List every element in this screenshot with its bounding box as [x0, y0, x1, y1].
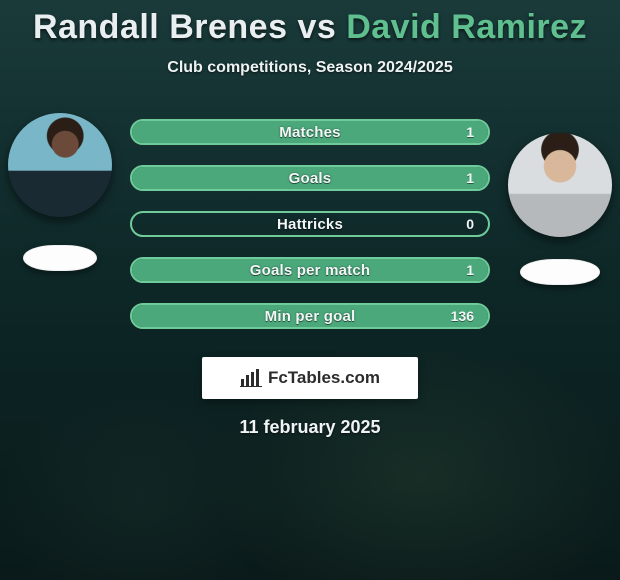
stat-bar: Min per goal 136 — [130, 303, 490, 329]
player-left-column — [8, 113, 112, 271]
stat-value-right: 1 — [466, 124, 474, 140]
logo-box: FcTables.com — [202, 357, 418, 399]
stat-value-right: 1 — [466, 262, 474, 278]
player-right-column — [508, 133, 612, 285]
stat-label: Min per goal — [265, 308, 356, 325]
title-player1: Randall Brenes — [33, 8, 288, 46]
comparison-card: Randall Brenes vs David Ramirez Club com… — [0, 0, 620, 438]
subtitle: Club competitions, Season 2024/2025 — [0, 59, 620, 77]
title-vs: vs — [297, 8, 336, 46]
date-label: 11 february 2025 — [0, 417, 620, 438]
stat-bar: Goals 1 — [130, 165, 490, 191]
stat-value-right: 136 — [451, 308, 474, 324]
player-right-flag — [520, 259, 600, 285]
page-title: Randall Brenes vs David Ramirez — [0, 8, 620, 47]
stat-label: Matches — [279, 124, 340, 141]
stat-value-right: 1 — [466, 170, 474, 186]
stat-label: Goals — [289, 170, 332, 187]
stat-value-right: 0 — [466, 216, 474, 232]
title-player2: David Ramirez — [346, 8, 587, 46]
stat-bar: Goals per match 1 — [130, 257, 490, 283]
player-left-flag — [23, 245, 97, 271]
logo-text: FcTables.com — [268, 368, 380, 388]
bar-chart-icon — [240, 369, 262, 387]
stat-bar: Hattricks 0 — [130, 211, 490, 237]
comparison-body: Matches 1 Goals 1 Hattricks 0 Goals per match 1… — [0, 113, 620, 329]
stat-label: Goals per match — [250, 262, 371, 279]
stat-label: Hattricks — [277, 216, 343, 233]
stat-bars: Matches 1 Goals 1 Hattricks 0 Goals per match 1… — [130, 119, 490, 329]
player-right-avatar — [508, 133, 612, 237]
stat-bar: Matches 1 — [130, 119, 490, 145]
player-left-avatar — [8, 113, 112, 217]
